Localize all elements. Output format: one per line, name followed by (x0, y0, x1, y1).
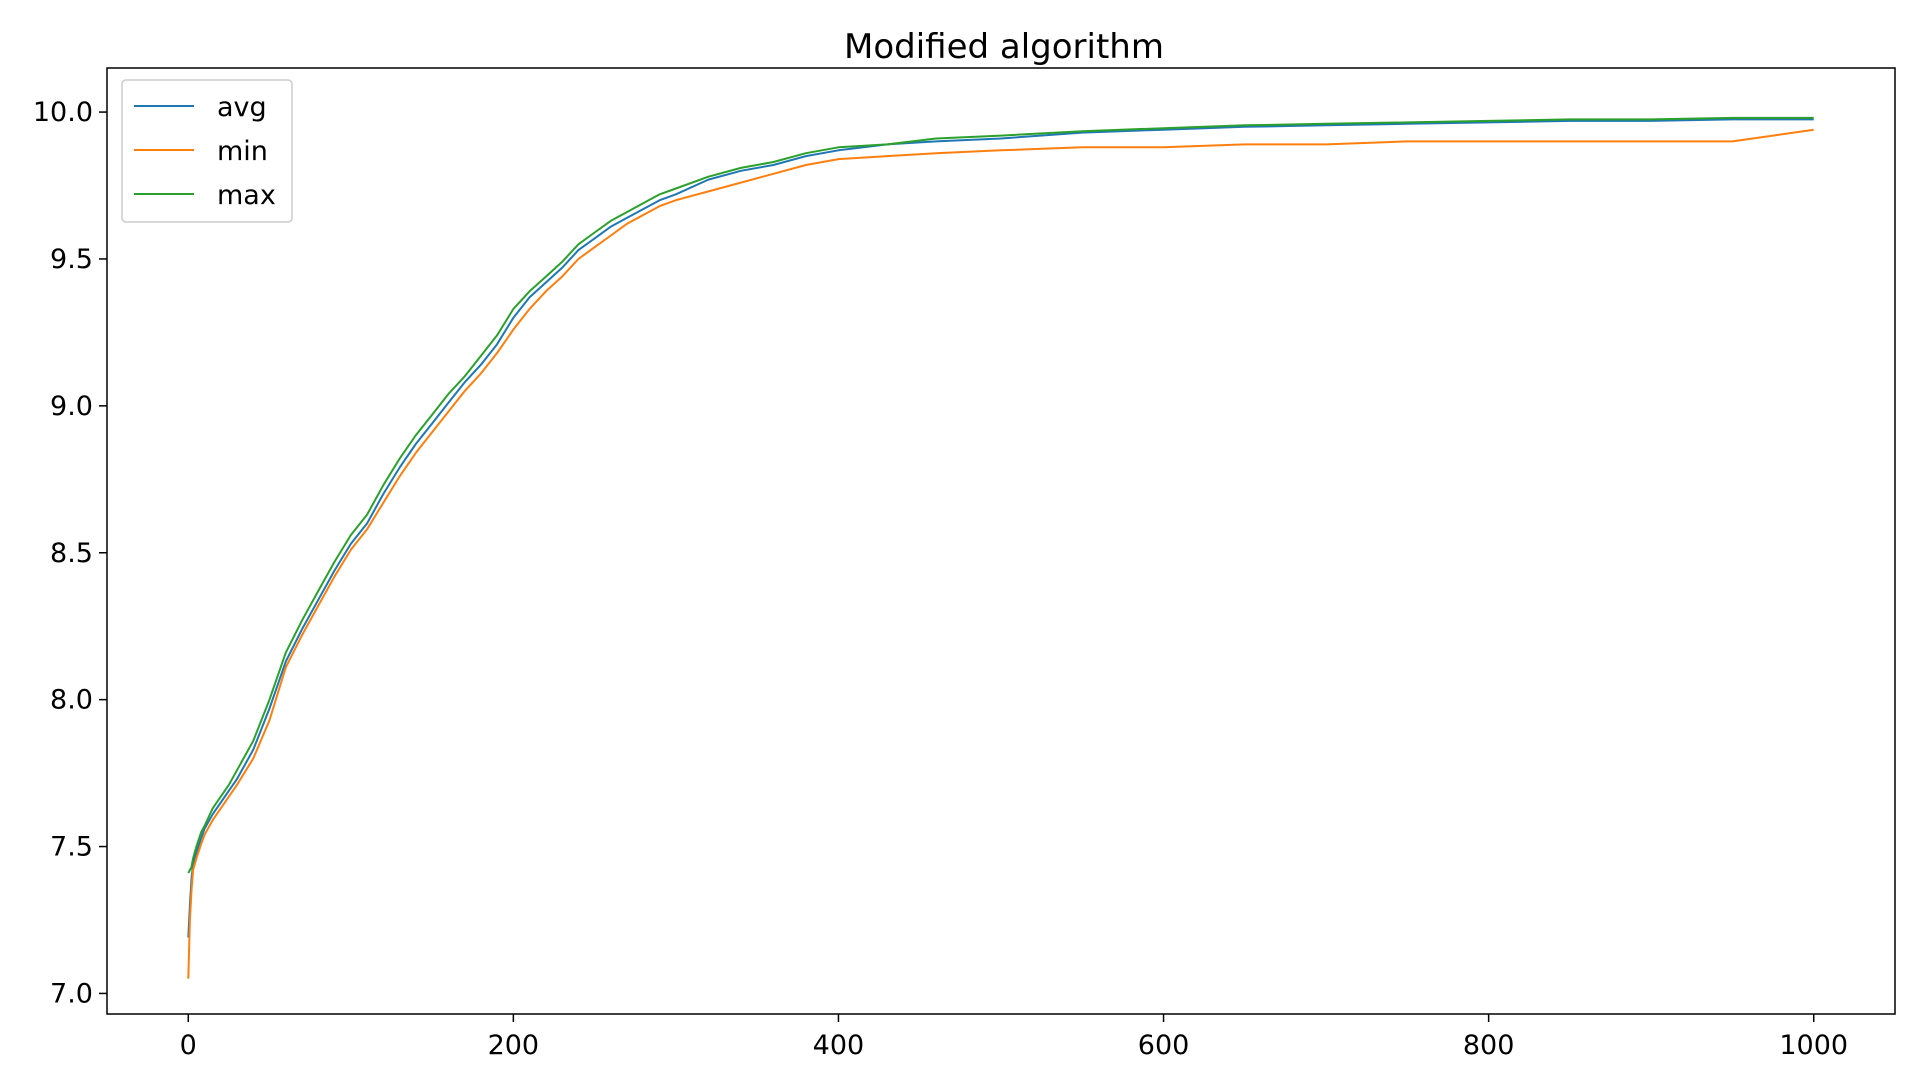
x-tick-label: 200 (488, 1030, 540, 1061)
y-tick-label: 8.0 (50, 685, 93, 716)
legend-box (121, 79, 293, 223)
series-line-min (187, 128, 1814, 979)
y-tick-label: 8.5 (50, 538, 93, 569)
y-tick-label: 10.0 (33, 97, 93, 128)
y-tick-label: 7.5 (50, 832, 93, 863)
series-line-avg (187, 118, 1814, 938)
y-tick-label: 9.0 (50, 391, 93, 422)
x-tick-label: 600 (1138, 1030, 1190, 1061)
x-axis: 0 200 400 600 800 1000 (180, 1014, 1848, 1061)
legend: avg min max (121, 79, 293, 223)
x-tick-label: 800 (1463, 1030, 1515, 1061)
x-tick-label: 400 (813, 1030, 865, 1061)
x-tick-label: 1000 (1779, 1030, 1848, 1061)
series-line-max (187, 116, 1814, 874)
y-tick-label: 9.5 (50, 244, 93, 275)
y-tick-label: 7.0 (50, 978, 93, 1009)
x-tick-label: 0 (180, 1030, 197, 1061)
plot-frame (106, 67, 1896, 1015)
series-layer (187, 116, 1814, 979)
legend-label-min: min (217, 136, 268, 167)
chart-title: Modified algorithm (844, 27, 1164, 67)
legend-label-max: max (217, 180, 276, 211)
legend-label-avg: avg (217, 92, 267, 123)
y-axis: 7.0 7.5 8.0 8.5 9.0 9.5 10.0 (33, 97, 107, 1009)
